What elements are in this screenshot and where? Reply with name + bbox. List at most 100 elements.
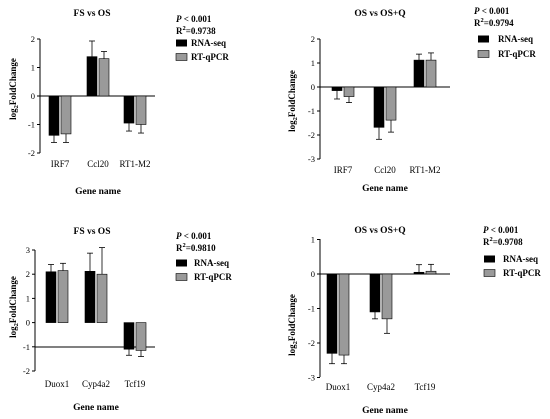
x-axis-label: Gene name <box>75 187 121 197</box>
r-squared-value: 0.9794 <box>489 18 514 28</box>
p-value: P < 0.001 <box>176 14 212 24</box>
y-tick-label: -2 <box>308 338 315 348</box>
bars <box>326 263 437 365</box>
bar-rt-qpcr-tcf19 <box>425 270 437 275</box>
y-tick-label: 0 <box>311 269 315 279</box>
category-label: Duox1 <box>45 379 70 389</box>
y-axis-label-suffix: FoldChange <box>287 294 297 341</box>
category-label: RT1-M2 <box>120 159 151 169</box>
bar-rt-qpcr-ccl20 <box>385 86 397 121</box>
y-ticks: -2 -1 0 1 2 <box>28 34 40 158</box>
bar-rna-seq-rt1-m2 <box>413 59 425 88</box>
category-labels: IRF7 Ccl20 RT1-M2 <box>334 165 441 175</box>
chart-panel-os-vs-osq-top: OS vs OS+Q log2FoldChange -3 -2 -1 0 1 2 IRF7… <box>287 6 536 194</box>
r-squared: R2=0.9794 <box>474 17 514 28</box>
r-squared: R2=0.9708 <box>483 236 523 247</box>
y-axis-label-suffix: FoldChange <box>8 276 18 323</box>
bar-rt-qpcr-irf7 <box>343 86 355 97</box>
category-labels: Duox1 Cyp4a2 Tcf19 <box>45 379 146 389</box>
legend-swatch-rna-seq <box>176 39 187 47</box>
chart-title: OS vs OS+Q <box>354 9 405 19</box>
bar-rna-seq-tcf19 <box>123 322 135 350</box>
p-value-rest: < 0.001 <box>489 225 519 235</box>
p-value: P < 0.001 <box>474 6 510 16</box>
y-tick-label: -1 <box>28 120 35 130</box>
legend-swatch-rt-qpcr <box>483 269 496 277</box>
category-label: IRF7 <box>51 159 70 169</box>
bar-rt-qpcr-tcf19 <box>135 322 147 351</box>
r-squared-value: 0.9810 <box>191 243 216 253</box>
y-ticks: -3 -2 -1 0 1 <box>308 235 320 383</box>
legend-label-rna-seq: RNA-seq <box>194 258 229 268</box>
legend-swatch-rt-qpcr <box>477 50 490 58</box>
y-axis-label-suffix: FoldChange <box>287 70 297 117</box>
category-label: Cyp4a2 <box>367 382 395 392</box>
p-value: P < 0.001 <box>483 225 519 235</box>
bars <box>331 52 437 140</box>
y-tick-label: 0 <box>26 318 30 328</box>
chart-title: FS vs OS <box>74 9 111 19</box>
legend-label-rna-seq: RNA-seq <box>498 34 533 44</box>
bar-rna-seq-irf7 <box>48 95 60 136</box>
bars <box>45 247 147 357</box>
legend-swatch-rna-seq <box>484 255 495 263</box>
chart-title: FS vs OS <box>74 227 111 237</box>
y-tick-label: 1 <box>31 63 35 73</box>
y-tick-label: 2 <box>26 269 30 279</box>
legend-swatch-rt-qpcr <box>175 53 188 61</box>
y-axis-label: log2FoldChange <box>287 70 299 132</box>
y-tick-label: -1 <box>23 342 30 352</box>
y-tick-label: 2 <box>311 34 315 44</box>
y-tick-label: -2 <box>308 130 315 140</box>
chart-title: OS vs OS+Q <box>354 226 405 236</box>
r-squared: R2=0.9810 <box>176 242 216 253</box>
x-axis-label: Gene name <box>362 406 408 416</box>
chart-panel-fs-vs-os-top: FS vs OS log2FoldChange -2 -1 0 1 2 IRF7 Ccl2… <box>8 9 229 197</box>
legend-label-rna-seq: RNA-seq <box>503 254 538 264</box>
y-tick-label: 2 <box>31 34 35 44</box>
category-label: Tcf19 <box>125 379 146 389</box>
bar-rna-seq-duox1 <box>326 273 338 354</box>
y-tick-label: 1 <box>311 58 315 68</box>
legend-swatch-rt-qpcr <box>175 273 188 281</box>
category-label: Duox1 <box>326 382 351 392</box>
bar-rt-qpcr-ccl20 <box>98 58 110 97</box>
r-squared-value: 0.9708 <box>498 237 523 247</box>
r-squared-value: 0.9738 <box>191 26 216 36</box>
legend-label-rt-qpcr: RT-qPCR <box>503 268 541 278</box>
chart-panel-os-vs-osq-bottom: OS vs OS+Q log2FoldChange -3 -2 -1 0 1 Duox1… <box>287 225 541 416</box>
bars <box>48 40 147 143</box>
category-label: Ccl20 <box>374 165 396 175</box>
p-value-rest: < 0.001 <box>480 6 510 16</box>
p-value-rest: < 0.001 <box>182 14 212 24</box>
legend-label-rna-seq: RNA-seq <box>191 38 226 48</box>
y-tick-label: -2 <box>23 366 30 376</box>
bar-rt-qpcr-irf7 <box>60 95 72 135</box>
p-value: P < 0.001 <box>176 231 212 241</box>
category-labels: IRF7 Ccl20 RT1-M2 <box>51 159 151 169</box>
legend-label-rt-qpcr: RT-qPCR <box>191 52 229 62</box>
category-label: RT1-M2 <box>410 165 441 175</box>
y-tick-label: -1 <box>308 304 315 314</box>
y-tick-label: 0 <box>31 91 35 101</box>
y-tick-label: 1 <box>26 293 30 303</box>
y-ticks: -2 -1 0 1 2 3 <box>23 245 35 376</box>
bar-rna-seq-ccl20 <box>373 86 385 128</box>
y-tick-label: 3 <box>26 245 30 255</box>
x-axis-label: Gene name <box>362 184 408 194</box>
x-axis-label: Gene name <box>73 403 119 413</box>
chart-panel-fs-vs-os-bottom: FS vs OS log2FoldChange -2 -1 0 1 2 3 Duox1 Cy… <box>8 227 232 413</box>
category-label: IRF7 <box>334 165 353 175</box>
bar-rt-qpcr-duox1 <box>57 270 69 323</box>
bar-rna-seq-irf7 <box>331 86 343 91</box>
bar-rt-qpcr-cyp4a2 <box>96 273 108 323</box>
category-label: Tcf19 <box>415 382 436 392</box>
y-axis-label-suffix: FoldChange <box>8 58 18 105</box>
y-tick-label: -3 <box>308 373 315 383</box>
y-tick-label: -2 <box>28 148 35 158</box>
bar-rna-seq-tcf19 <box>413 271 425 275</box>
y-axis-label: log2FoldChange <box>8 58 20 120</box>
legend-label-rt-qpcr: RT-qPCR <box>498 49 536 59</box>
y-tick-label: 1 <box>311 235 315 245</box>
